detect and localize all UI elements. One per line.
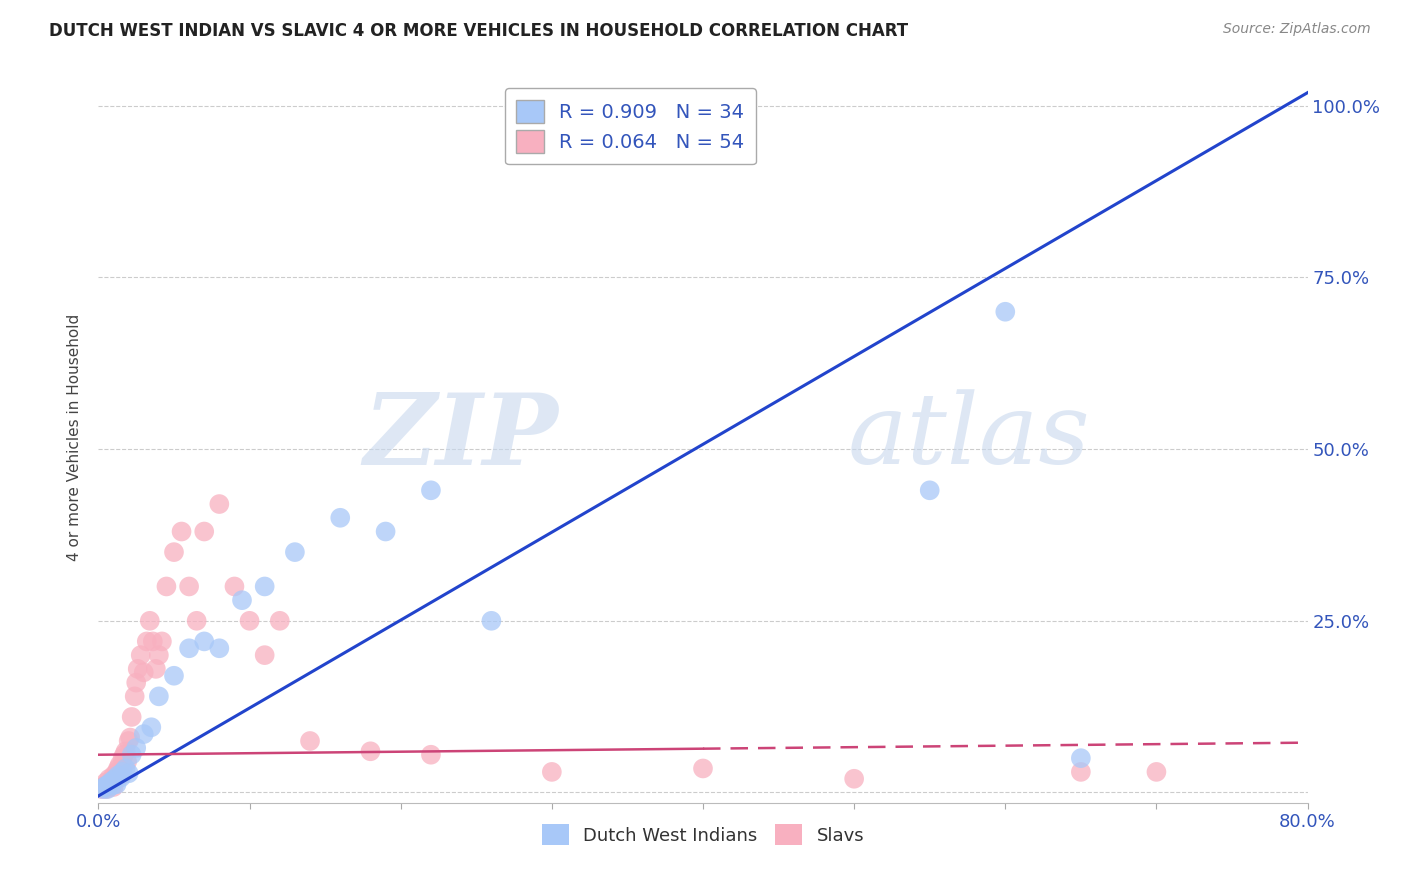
Point <box>111 751 134 765</box>
Point <box>100 775 122 789</box>
Point <box>121 747 143 762</box>
Point <box>145 662 167 676</box>
Point <box>98 772 121 786</box>
Point <box>104 772 127 786</box>
Point <box>93 779 115 793</box>
Point <box>103 773 125 788</box>
Point <box>239 614 262 628</box>
Point <box>481 614 503 628</box>
Point <box>208 497 231 511</box>
Point <box>224 579 246 593</box>
Point <box>284 545 307 559</box>
Point <box>844 772 866 786</box>
Point <box>1070 764 1092 779</box>
Point <box>101 779 124 793</box>
Point <box>420 483 443 498</box>
Point <box>155 579 177 593</box>
Point <box>420 747 443 762</box>
Point <box>108 758 131 772</box>
Text: atlas: atlas <box>848 390 1091 484</box>
Point <box>163 669 186 683</box>
Point <box>994 304 1017 318</box>
Point <box>118 734 141 748</box>
Point <box>231 593 253 607</box>
Point <box>360 744 382 758</box>
Point <box>1144 764 1167 779</box>
Point <box>193 634 215 648</box>
Point <box>94 775 117 789</box>
Point <box>111 764 134 779</box>
Point <box>96 782 118 797</box>
Point <box>91 782 114 797</box>
Point <box>103 780 125 794</box>
Point <box>163 545 186 559</box>
Point <box>115 755 138 769</box>
Point <box>692 762 714 776</box>
Point <box>148 648 170 662</box>
Point <box>142 634 165 648</box>
Point <box>125 740 148 755</box>
Text: ZIP: ZIP <box>363 389 558 485</box>
Point <box>112 747 135 762</box>
Legend: Dutch West Indians, Slavs: Dutch West Indians, Slavs <box>534 817 872 852</box>
Point <box>94 782 117 797</box>
Point <box>132 727 155 741</box>
Point <box>93 780 115 794</box>
Point <box>100 775 122 789</box>
Point <box>118 766 141 780</box>
Point <box>540 764 562 779</box>
Point <box>193 524 215 539</box>
Point <box>269 614 291 628</box>
Point <box>107 768 129 782</box>
Point <box>101 773 124 788</box>
Point <box>94 779 117 793</box>
Point <box>114 744 136 758</box>
Point <box>120 731 142 745</box>
Point <box>121 710 143 724</box>
Point <box>110 768 132 782</box>
Point <box>125 675 148 690</box>
Point <box>104 772 127 786</box>
Point <box>129 648 152 662</box>
Point <box>170 524 193 539</box>
Text: DUTCH WEST INDIAN VS SLAVIC 4 OR MORE VEHICLES IN HOUSEHOLD CORRELATION CHART: DUTCH WEST INDIAN VS SLAVIC 4 OR MORE VE… <box>49 22 908 40</box>
Point <box>127 662 149 676</box>
Point <box>103 768 125 782</box>
Point <box>139 614 162 628</box>
Point <box>1070 751 1092 765</box>
Point <box>253 579 276 593</box>
Y-axis label: 4 or more Vehicles in Household: 4 or more Vehicles in Household <box>67 313 83 561</box>
Point <box>148 690 170 704</box>
Point <box>299 734 322 748</box>
Point <box>90 782 112 797</box>
Point <box>179 579 201 593</box>
Point <box>141 720 163 734</box>
Point <box>150 634 173 648</box>
Point <box>91 780 114 794</box>
Point <box>918 483 941 498</box>
Point <box>98 777 121 791</box>
Point <box>253 648 276 662</box>
Point <box>135 634 157 648</box>
Point <box>329 510 352 524</box>
Point <box>374 524 396 539</box>
Point <box>124 690 146 704</box>
Point <box>96 779 118 793</box>
Point <box>107 762 129 776</box>
Point <box>110 771 132 785</box>
Point <box>132 665 155 680</box>
Point <box>105 777 128 791</box>
Point <box>186 614 208 628</box>
Point <box>105 764 128 779</box>
Point <box>105 771 128 785</box>
Point <box>208 641 231 656</box>
Point <box>179 641 201 656</box>
Text: Source: ZipAtlas.com: Source: ZipAtlas.com <box>1223 22 1371 37</box>
Point <box>114 762 136 776</box>
